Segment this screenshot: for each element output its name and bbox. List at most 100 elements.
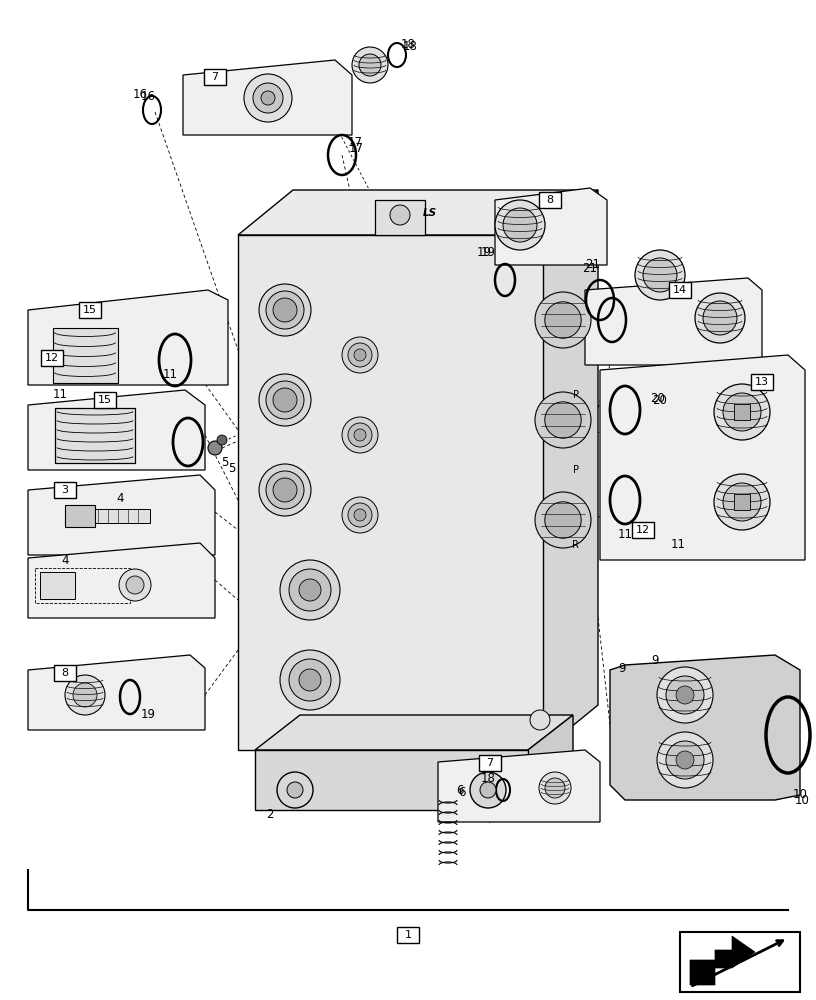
Polygon shape bbox=[238, 235, 543, 750]
Text: P: P bbox=[573, 465, 579, 475]
Text: 5: 5 bbox=[221, 456, 228, 468]
Circle shape bbox=[65, 675, 105, 715]
Polygon shape bbox=[375, 200, 425, 235]
Circle shape bbox=[208, 441, 222, 455]
Text: 2: 2 bbox=[266, 808, 273, 822]
Bar bbox=[54, 665, 76, 681]
Bar bbox=[751, 374, 773, 390]
Circle shape bbox=[287, 782, 303, 798]
Circle shape bbox=[535, 292, 591, 348]
Text: 21: 21 bbox=[586, 258, 601, 271]
Circle shape bbox=[676, 751, 694, 769]
Polygon shape bbox=[183, 60, 352, 135]
Bar bbox=[65, 505, 95, 527]
Circle shape bbox=[273, 388, 297, 412]
Circle shape bbox=[714, 474, 770, 530]
Bar bbox=[95, 509, 150, 523]
Text: 5: 5 bbox=[228, 462, 236, 475]
Bar bbox=[204, 69, 226, 85]
Text: 15: 15 bbox=[83, 305, 97, 315]
Text: 9: 9 bbox=[651, 654, 659, 666]
Polygon shape bbox=[28, 543, 215, 618]
Text: 9: 9 bbox=[619, 662, 626, 674]
Polygon shape bbox=[610, 655, 800, 800]
Bar bbox=[539, 192, 561, 208]
Circle shape bbox=[352, 47, 388, 83]
Text: LS: LS bbox=[423, 208, 437, 218]
Polygon shape bbox=[495, 188, 607, 265]
Circle shape bbox=[259, 374, 311, 426]
Text: 6: 6 bbox=[456, 784, 463, 796]
Polygon shape bbox=[600, 355, 805, 560]
Bar bbox=[40, 572, 75, 599]
Text: 19: 19 bbox=[481, 245, 495, 258]
Bar bbox=[94, 392, 116, 408]
Polygon shape bbox=[543, 190, 598, 750]
Circle shape bbox=[539, 772, 571, 804]
Circle shape bbox=[354, 349, 366, 361]
Text: 11: 11 bbox=[52, 388, 68, 401]
Bar bbox=[680, 932, 800, 992]
Circle shape bbox=[273, 298, 297, 322]
Polygon shape bbox=[438, 750, 600, 822]
Circle shape bbox=[354, 509, 366, 521]
Circle shape bbox=[289, 659, 331, 701]
Text: 8: 8 bbox=[61, 668, 69, 678]
Text: 19: 19 bbox=[477, 246, 491, 259]
Polygon shape bbox=[255, 715, 573, 750]
Text: 16: 16 bbox=[140, 91, 156, 104]
Circle shape bbox=[480, 782, 496, 798]
Circle shape bbox=[530, 710, 550, 730]
Text: 18: 18 bbox=[401, 38, 415, 51]
Text: 6: 6 bbox=[459, 786, 466, 800]
Text: 15: 15 bbox=[98, 395, 112, 405]
Circle shape bbox=[126, 576, 144, 594]
Circle shape bbox=[503, 208, 537, 242]
Text: 7: 7 bbox=[486, 758, 494, 768]
Bar bbox=[54, 482, 76, 498]
Circle shape bbox=[545, 402, 581, 438]
Text: 16: 16 bbox=[132, 89, 148, 102]
Text: 14: 14 bbox=[673, 285, 687, 295]
Circle shape bbox=[342, 417, 378, 453]
Text: 17: 17 bbox=[348, 141, 363, 154]
Bar bbox=[734, 494, 750, 510]
Text: 11: 11 bbox=[162, 368, 178, 381]
Circle shape bbox=[657, 732, 713, 788]
Circle shape bbox=[535, 492, 591, 548]
Circle shape bbox=[635, 250, 685, 300]
Circle shape bbox=[666, 741, 704, 779]
Polygon shape bbox=[28, 390, 205, 470]
Circle shape bbox=[342, 337, 378, 373]
Bar bbox=[479, 755, 501, 771]
Polygon shape bbox=[28, 655, 205, 730]
Text: 7: 7 bbox=[211, 72, 219, 82]
Circle shape bbox=[390, 205, 410, 225]
Bar bbox=[41, 350, 63, 366]
Text: 20: 20 bbox=[650, 391, 665, 404]
Circle shape bbox=[277, 772, 313, 808]
Circle shape bbox=[299, 579, 321, 601]
Circle shape bbox=[723, 393, 761, 431]
Circle shape bbox=[545, 778, 565, 798]
Circle shape bbox=[359, 54, 381, 76]
Polygon shape bbox=[528, 715, 573, 810]
Circle shape bbox=[535, 392, 591, 448]
Circle shape bbox=[266, 381, 304, 419]
Text: 11: 11 bbox=[618, 528, 632, 542]
Circle shape bbox=[657, 667, 713, 723]
Bar bbox=[79, 302, 101, 318]
Circle shape bbox=[280, 650, 340, 710]
Circle shape bbox=[244, 74, 292, 122]
Circle shape bbox=[259, 284, 311, 336]
Text: 21: 21 bbox=[583, 261, 597, 274]
Text: 8: 8 bbox=[547, 195, 553, 205]
Polygon shape bbox=[28, 290, 228, 385]
Text: 4: 4 bbox=[116, 491, 124, 504]
Text: 11: 11 bbox=[671, 538, 685, 552]
Circle shape bbox=[348, 423, 372, 447]
Circle shape bbox=[273, 478, 297, 502]
Polygon shape bbox=[28, 475, 215, 555]
Text: 18: 18 bbox=[481, 772, 495, 784]
Bar bbox=[669, 282, 691, 298]
